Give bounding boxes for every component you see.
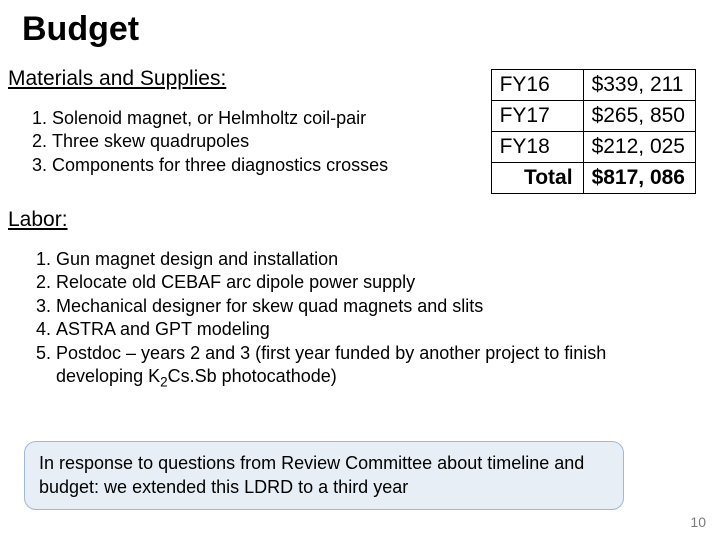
page-number: 10: [690, 514, 706, 530]
list-item: Components for three diagnostics crosses: [52, 154, 475, 177]
list-item: Solenoid magnet, or Helmholtz coil-pair: [52, 107, 475, 130]
materials-column: Materials and Supplies: Solenoid magnet,…: [8, 67, 475, 194]
table-row: FY18 $212, 025: [491, 132, 695, 163]
upper-section: Materials and Supplies: Solenoid magnet,…: [0, 49, 720, 194]
list-item: Postdoc – years 2 and 3 (first year fund…: [56, 342, 696, 392]
materials-heading: Materials and Supplies:: [8, 67, 475, 91]
labor-section: Labor: Gun magnet design and installatio…: [0, 194, 720, 391]
labor-list: Gun magnet design and installation Reloc…: [34, 248, 696, 391]
review-note-text: In response to questions from Review Com…: [39, 453, 584, 496]
slide-title: Budget: [0, 0, 720, 49]
table-row-total: Total $817, 086: [491, 163, 695, 194]
total-label: Total: [491, 163, 583, 194]
materials-list: Solenoid magnet, or Helmholtz coil-pair …: [34, 107, 475, 177]
list-item: Relocate old CEBAF arc dipole power supp…: [56, 271, 696, 294]
fy-label: FY18: [491, 132, 583, 163]
fy-label: FY17: [491, 101, 583, 132]
list-item: Gun magnet design and installation: [56, 248, 696, 271]
fy-amount: $265, 850: [583, 101, 695, 132]
review-note-box: In response to questions from Review Com…: [24, 441, 624, 510]
total-amount: $817, 086: [583, 163, 695, 194]
list-item: Three skew quadrupoles: [52, 130, 475, 153]
fy-label: FY16: [491, 70, 583, 101]
budget-table: FY16 $339, 211 FY17 $265, 850 FY18 $212,…: [491, 69, 696, 194]
list-item: Mechanical designer for skew quad magnet…: [56, 295, 696, 318]
fy-amount: $339, 211: [583, 70, 695, 101]
table-row: FY16 $339, 211: [491, 70, 695, 101]
table-row: FY17 $265, 850: [491, 101, 695, 132]
fy-amount: $212, 025: [583, 132, 695, 163]
labor-heading: Labor:: [8, 208, 696, 232]
list-item: ASTRA and GPT modeling: [56, 318, 696, 341]
